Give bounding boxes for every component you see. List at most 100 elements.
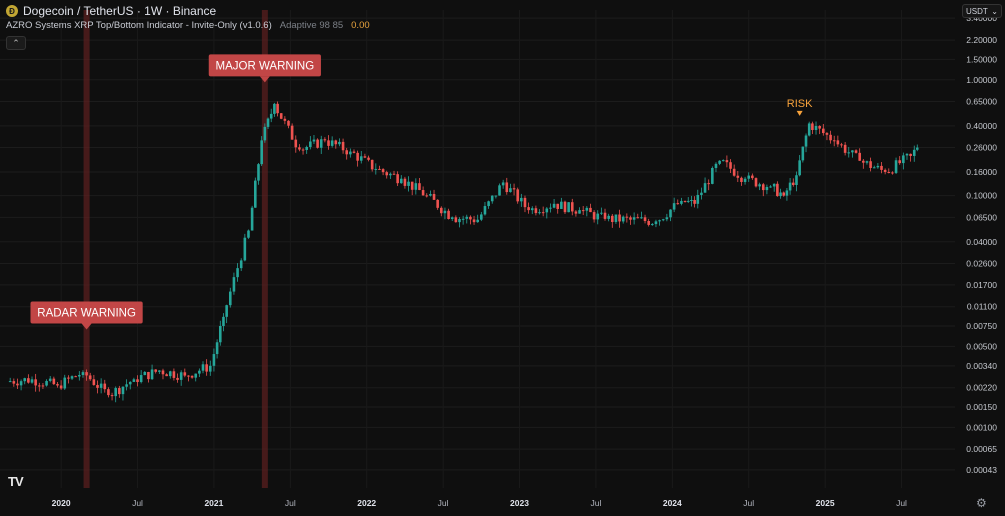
- candle-body: [596, 213, 600, 220]
- candle-body: [418, 183, 421, 191]
- candle-body: [225, 305, 228, 317]
- candle-body: [915, 147, 919, 150]
- candle-body: [81, 372, 85, 376]
- candle-body: [183, 372, 187, 376]
- candle-body: [782, 192, 786, 196]
- candle-body: [128, 381, 132, 385]
- candle-body: [556, 203, 560, 209]
- candle-body: [791, 182, 795, 186]
- x-tick-label: 2024: [663, 498, 682, 508]
- candle-body: [298, 147, 301, 150]
- candle-body: [425, 195, 429, 197]
- warning-label-box: [30, 301, 143, 324]
- candle-body: [700, 192, 703, 195]
- y-tick-label: 0.00043: [966, 465, 997, 475]
- candle-body: [865, 161, 869, 163]
- candle-body: [505, 182, 509, 193]
- candle-body: [222, 316, 225, 326]
- candle-body: [363, 156, 367, 158]
- candle-body: [818, 126, 821, 129]
- candle-body: [693, 200, 696, 204]
- candle-body: [829, 134, 832, 141]
- candle-body: [228, 291, 232, 306]
- candle-body: [257, 164, 260, 181]
- candle-body: [527, 207, 530, 211]
- candle-body: [574, 211, 578, 214]
- candle-body: [472, 219, 476, 223]
- y-tick-label: 0.00220: [966, 383, 997, 393]
- candle-body: [795, 175, 798, 186]
- candle-body: [570, 202, 574, 212]
- candle-body: [359, 156, 363, 161]
- candle-body: [476, 219, 479, 223]
- candle-body: [367, 157, 370, 160]
- candle-body: [686, 200, 690, 202]
- candle-body: [118, 388, 121, 395]
- candle-body: [254, 180, 257, 208]
- candle-body: [541, 212, 545, 214]
- gear-icon[interactable]: ⚙: [976, 496, 987, 510]
- symbol-header[interactable]: Ð Dogecoin / TetherUS · 1W · Binance: [6, 4, 216, 18]
- candle-body: [747, 175, 751, 179]
- candle-body: [654, 221, 658, 225]
- candle-body: [560, 201, 563, 209]
- chevron-up-icon: ⌃: [12, 37, 20, 48]
- candle-body: [421, 190, 425, 196]
- candle-body: [198, 370, 201, 374]
- candle-body: [305, 147, 308, 150]
- y-tick-label: 0.00750: [966, 321, 997, 331]
- candle-body: [887, 171, 891, 173]
- y-tick-label: 0.65000: [966, 96, 997, 106]
- candle-body: [665, 217, 669, 220]
- candle-body: [898, 160, 902, 164]
- candle-body: [287, 120, 290, 126]
- candle-body: [814, 126, 818, 130]
- candle-body: [396, 174, 399, 184]
- candle-body: [469, 216, 472, 220]
- candle-body: [301, 149, 305, 151]
- candle-body: [651, 224, 654, 226]
- warning-label-text: RADAR WARNING: [37, 307, 136, 319]
- candle-body: [625, 216, 629, 218]
- candle-body: [530, 208, 534, 211]
- candle-body: [640, 217, 643, 219]
- candle-body: [56, 384, 59, 386]
- candle-body: [30, 379, 34, 383]
- candle-body: [12, 381, 16, 384]
- candle-body: [523, 197, 527, 208]
- candle-body: [740, 177, 743, 182]
- risk-label-text: RISK: [787, 98, 813, 110]
- candle-body: [45, 380, 48, 386]
- candle-body: [891, 172, 894, 174]
- candle-body: [316, 139, 319, 148]
- candle-body: [811, 123, 814, 130]
- candle-body: [669, 209, 672, 218]
- candle-body: [403, 178, 407, 186]
- candle-body: [732, 168, 736, 176]
- candle-body: [85, 372, 88, 376]
- candle-body: [132, 379, 136, 382]
- x-tick-label: Jul: [285, 498, 296, 508]
- candle-body: [338, 141, 341, 145]
- candle-body: [41, 385, 45, 387]
- candle-body: [718, 160, 721, 164]
- y-tick-label: 0.04000: [966, 237, 997, 247]
- x-tick-label: 2020: [52, 498, 71, 508]
- candle-body: [319, 139, 323, 148]
- warning-band: [261, 10, 268, 488]
- candle-body: [232, 277, 236, 292]
- candle-body: [179, 372, 183, 380]
- candle-body: [618, 214, 621, 222]
- candle-body: [158, 370, 161, 372]
- currency-selector[interactable]: USDT ⌄: [962, 4, 1002, 18]
- candle-body: [534, 208, 538, 214]
- candle-body: [804, 135, 808, 147]
- candle-body: [436, 199, 439, 208]
- warning-label-pointer: [259, 76, 270, 83]
- indicator-legend[interactable]: AZRO Systems XRP Top/Bottom Indicator - …: [6, 20, 370, 31]
- candle-body: [63, 377, 67, 389]
- candle-body: [323, 139, 327, 141]
- collapse-legend-button[interactable]: ⌃: [6, 36, 26, 50]
- candle-body: [290, 125, 294, 140]
